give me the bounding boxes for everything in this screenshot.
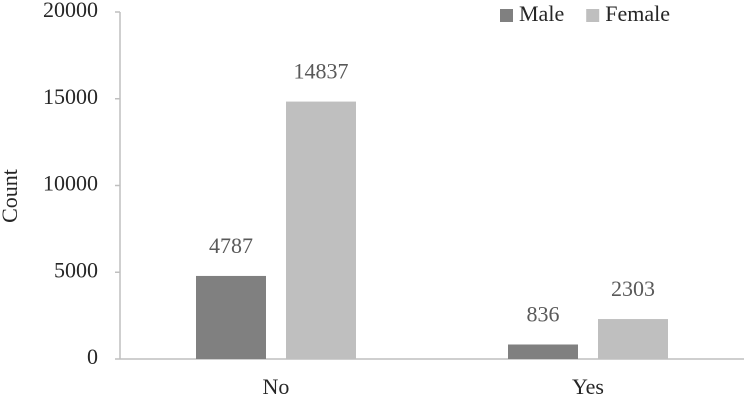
y-tick-label: 0 <box>87 344 98 369</box>
y-tick-label: 10000 <box>43 171 98 196</box>
bar <box>196 275 266 359</box>
value-label: 4787 <box>209 233 253 258</box>
bar <box>508 344 578 359</box>
bar <box>286 101 356 359</box>
value-label: 2303 <box>611 276 655 301</box>
y-tick-label: 20000 <box>43 0 98 22</box>
legend-swatch <box>500 9 513 22</box>
value-label: 14837 <box>294 59 349 84</box>
x-tick-label: No <box>263 374 290 399</box>
y-tick-label: 5000 <box>54 257 98 282</box>
legend-label: Male <box>519 1 564 26</box>
x-tick-label: Yes <box>572 374 604 399</box>
legend-swatch <box>586 9 600 22</box>
value-label: 836 <box>527 302 560 327</box>
y-tick-label: 15000 <box>43 84 98 109</box>
legend-label: Female <box>605 1 670 26</box>
bar <box>598 319 668 359</box>
y-axis-label: Count <box>0 169 22 223</box>
